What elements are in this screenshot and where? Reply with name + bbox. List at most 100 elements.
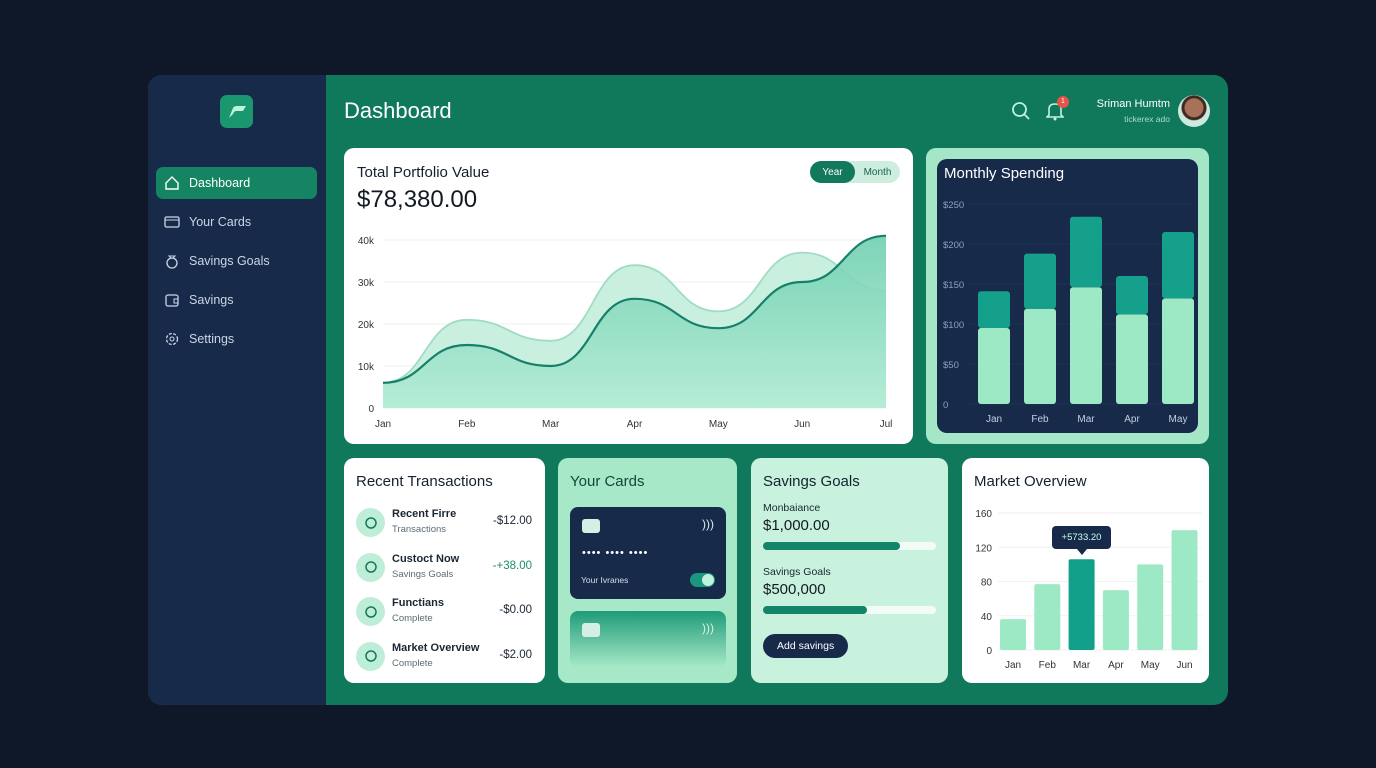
wallet-icon xyxy=(165,294,179,307)
period-toggle: Year Month xyxy=(810,161,900,183)
trend-icon xyxy=(356,641,385,671)
transaction-name: Recent Firre xyxy=(392,508,457,520)
history-icon xyxy=(356,508,385,537)
notification-badge: 1 xyxy=(1057,96,1069,108)
x-tick-label: May xyxy=(709,419,728,430)
gear-icon xyxy=(165,332,179,346)
sidebar-item-savings-goals[interactable]: Savings Goals xyxy=(156,245,317,277)
series-area xyxy=(383,235,886,408)
x-tick-label: May xyxy=(1141,660,1160,671)
sidebar-item-settings[interactable]: Settings xyxy=(156,323,317,355)
toggle-month[interactable]: Month xyxy=(863,166,892,178)
transaction-subtitle: Transactions xyxy=(392,524,447,535)
x-tick-label: Jan xyxy=(1005,660,1021,671)
series-line xyxy=(382,251,887,384)
x-tick-label: May xyxy=(1169,414,1188,425)
y-tick-label: $150 xyxy=(943,280,964,291)
bar xyxy=(1070,216,1102,288)
sidebar-item-label: Dashboard xyxy=(189,176,251,190)
search-icon[interactable] xyxy=(1011,101,1031,121)
sidebar-item-label: Savings xyxy=(189,293,234,307)
home-icon xyxy=(165,176,179,190)
x-tick-label: Feb xyxy=(1031,414,1049,425)
x-tick-label: Jun xyxy=(794,419,810,430)
x-tick-label: Mar xyxy=(1077,414,1095,425)
transaction-row[interactable]: Market Overview Complete -$2.00 xyxy=(356,640,532,674)
bell-icon[interactable] xyxy=(1046,101,1064,121)
hand-coin-icon xyxy=(356,552,385,582)
transaction-amount: -$12.00 xyxy=(492,515,532,527)
card-icon xyxy=(164,216,180,228)
y-tick-label: 40 xyxy=(981,612,993,623)
series-line xyxy=(382,234,887,384)
chip-icon xyxy=(582,519,600,533)
avatar[interactable] xyxy=(1178,95,1210,127)
x-tick-label: Feb xyxy=(458,419,476,430)
bar xyxy=(978,328,1010,404)
card-number: •••• •••• •••• xyxy=(582,547,649,559)
credit-card[interactable]: ))) •••• •••• •••• Your Ivranes xyxy=(570,507,726,599)
y-tick-label: $200 xyxy=(943,240,964,251)
goal-label: Monbaiance xyxy=(763,502,821,514)
bar xyxy=(1137,564,1164,650)
market-chart: 0 40 80 120 160 Jan Feb Mar Apr May Jun xyxy=(975,509,1202,671)
add-savings-button[interactable]: Add savings xyxy=(763,634,849,658)
portfolio-chart: 0 10k 20k 30k 40k Jan Feb Mar Apr May Jun Jul xyxy=(358,234,893,430)
y-tick-label: 20k xyxy=(358,320,375,331)
x-tick-label: Mar xyxy=(542,419,560,430)
bar xyxy=(1024,253,1056,309)
x-tick-label: Jun xyxy=(1176,660,1192,671)
bar xyxy=(1024,308,1056,404)
savings-title: Savings Goals xyxy=(763,473,860,490)
portfolio-value: $78,380.00 xyxy=(357,186,478,213)
bar xyxy=(1116,276,1148,315)
x-tick-label: Jan xyxy=(375,419,391,430)
savings-card: Savings Goals Monbaiance $1,000.00 Savin… xyxy=(751,458,948,683)
transaction-row[interactable]: Recent Firre Transactions -$12.00 xyxy=(356,506,532,540)
bar xyxy=(1116,314,1148,404)
contactless-icon: ))) xyxy=(702,621,714,635)
goal-label: Savings Goals xyxy=(763,566,831,578)
app-window: Dashboard Your Cards Savings Goals Savings S… xyxy=(148,75,1228,705)
user-name[interactable]: Sriman Humtm xyxy=(1096,98,1170,110)
y-tick-label: 40k xyxy=(358,236,375,247)
transaction-row[interactable]: Custoct Now Savings Goals -+38.00 xyxy=(356,551,532,585)
goal-progress xyxy=(763,606,936,614)
logo[interactable] xyxy=(220,95,253,128)
x-tick-label: Apr xyxy=(1124,414,1140,425)
transaction-name: Custoct Now xyxy=(392,552,460,565)
sidebar-item-your-cards[interactable]: Your Cards xyxy=(156,206,317,238)
y-tick-label: 30k xyxy=(358,278,375,289)
bar xyxy=(1102,590,1129,650)
y-tick-label: 0 xyxy=(943,400,948,411)
spending-title: Monthly Spending xyxy=(944,165,1065,182)
cards-title: Your Cards xyxy=(570,473,645,490)
sidebar-item-savings[interactable]: Savings xyxy=(156,284,317,316)
spending-chart: 0 $50 $100 $150 $200 $250 Jan Feb Mar Apr May xyxy=(943,200,1194,425)
card-toggle[interactable] xyxy=(690,573,715,587)
transaction-subtitle: Savings Goals xyxy=(392,568,454,580)
y-tick-label: 80 xyxy=(981,578,993,589)
goal-value: $1,000.00 xyxy=(763,517,830,534)
x-tick-label: Feb xyxy=(1039,660,1057,671)
credit-card-secondary[interactable]: ))) xyxy=(570,611,726,667)
sidebar-item-label: Settings xyxy=(189,332,235,346)
portfolio-title: Total Portfolio Value xyxy=(357,164,490,181)
y-tick-label: 0 xyxy=(368,404,374,415)
bar xyxy=(1068,559,1095,650)
transaction-amount: -$2.00 xyxy=(499,648,532,661)
sidebar-item-dashboard[interactable]: Dashboard xyxy=(156,167,317,199)
market-tooltip: +5733.20 xyxy=(1052,526,1111,549)
calculator-icon xyxy=(356,597,385,626)
x-tick-label: Jul xyxy=(880,419,893,430)
y-tick-label: $50 xyxy=(943,360,959,371)
toggle-year[interactable]: Year xyxy=(810,161,855,183)
transaction-row[interactable]: Functians Complete -$0.00 xyxy=(356,595,532,629)
card-label: Your Ivranes xyxy=(581,575,629,585)
bar xyxy=(1171,530,1198,650)
goal-value: $500,000 xyxy=(763,581,826,598)
transaction-amount: -$0.00 xyxy=(499,604,532,616)
transaction-name: Functians xyxy=(392,597,444,609)
money-bag-icon xyxy=(166,255,178,269)
contactless-icon: ))) xyxy=(702,517,714,531)
